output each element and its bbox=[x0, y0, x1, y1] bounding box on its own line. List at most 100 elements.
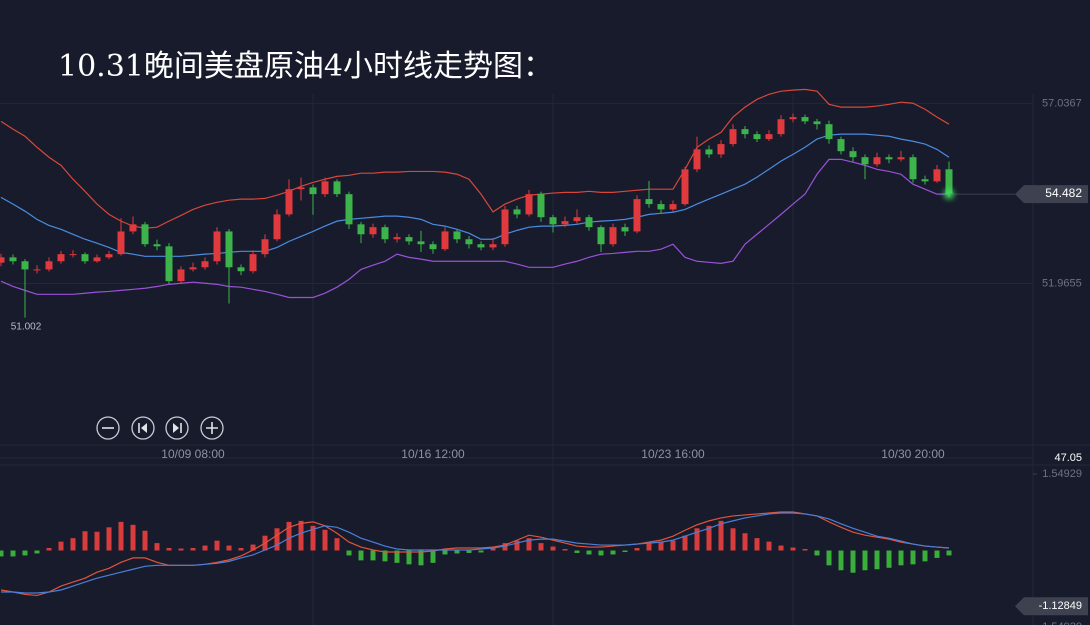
macd-bar bbox=[754, 538, 760, 551]
y-tick-label: 51.9655 bbox=[1042, 277, 1082, 289]
macd-bar bbox=[466, 550, 472, 553]
macd-bar bbox=[886, 550, 892, 568]
macd-bar bbox=[226, 545, 232, 551]
candle-body bbox=[609, 227, 617, 245]
band-line bbox=[0, 88, 950, 229]
macd-bar bbox=[322, 529, 328, 551]
x-tick-label: 10/09 08:00 bbox=[161, 447, 225, 461]
macd-bar bbox=[574, 550, 580, 553]
macd-bar bbox=[358, 550, 364, 561]
candle-body bbox=[597, 227, 605, 245]
candle-body bbox=[93, 257, 101, 262]
candle-body bbox=[897, 157, 905, 160]
candle-body bbox=[309, 187, 317, 195]
candle-body bbox=[213, 231, 221, 262]
candle-body bbox=[477, 244, 485, 248]
last-price-label: 54.482 bbox=[1045, 186, 1082, 200]
candle-body bbox=[813, 121, 821, 125]
candle-body bbox=[441, 231, 449, 250]
candle-body bbox=[729, 129, 737, 145]
candle-body bbox=[585, 217, 593, 228]
value-box bbox=[1015, 597, 1088, 616]
candle-body bbox=[513, 209, 521, 215]
macd-bar bbox=[862, 550, 868, 571]
macd-bar bbox=[214, 540, 220, 551]
candle-body bbox=[81, 254, 89, 262]
candle-body bbox=[261, 239, 269, 255]
candle-body bbox=[825, 124, 833, 140]
macd-bar bbox=[766, 541, 772, 551]
candle-body bbox=[933, 169, 941, 182]
macd-bar bbox=[922, 550, 928, 562]
macd-bar bbox=[946, 550, 952, 556]
candle-body bbox=[321, 181, 329, 195]
macd-bar bbox=[826, 550, 832, 566]
macd-bar bbox=[526, 538, 532, 551]
candle-body bbox=[549, 217, 557, 225]
candle-body bbox=[393, 237, 401, 240]
macd-bar bbox=[202, 545, 208, 551]
value-box bbox=[1015, 185, 1088, 204]
macd-bar bbox=[538, 543, 544, 551]
previous-button[interactable] bbox=[131, 416, 155, 440]
candle-body bbox=[273, 214, 281, 240]
y-tick-label: 47.05 bbox=[1054, 452, 1082, 464]
macd-bar bbox=[910, 550, 916, 565]
macd-bar bbox=[0, 550, 4, 557]
macd-bar bbox=[898, 550, 904, 566]
candle-body bbox=[861, 157, 869, 165]
candle-body bbox=[21, 261, 29, 270]
candle-body bbox=[405, 237, 413, 242]
candle-body bbox=[33, 269, 41, 271]
y-tick-label: 57.0367 bbox=[1042, 97, 1082, 109]
macd-bar bbox=[562, 549, 568, 551]
y-tick-label: -1.12849 bbox=[1039, 600, 1082, 612]
macd-bar bbox=[802, 549, 808, 551]
candle-body bbox=[429, 244, 437, 250]
candle-body bbox=[657, 204, 665, 210]
macd-bar bbox=[934, 550, 940, 558]
macd-bar bbox=[718, 520, 724, 551]
macd-bar bbox=[118, 521, 124, 551]
zoom-out-button[interactable] bbox=[96, 416, 120, 440]
candle-body bbox=[501, 209, 509, 245]
candle-body bbox=[573, 217, 581, 222]
candle-body bbox=[0, 257, 5, 263]
candle-body bbox=[105, 254, 113, 258]
candle-body bbox=[189, 267, 197, 270]
candle-body bbox=[381, 227, 389, 240]
macd-bar bbox=[814, 550, 820, 556]
macd-bar bbox=[250, 544, 256, 551]
next-button[interactable] bbox=[165, 416, 189, 440]
zoom-in-button[interactable] bbox=[200, 416, 224, 440]
candle-body bbox=[789, 117, 797, 120]
candle-body bbox=[537, 194, 545, 218]
macd-bar bbox=[178, 548, 184, 551]
candle-body bbox=[633, 199, 641, 232]
macd-bar bbox=[610, 550, 616, 555]
macd-bar bbox=[442, 550, 448, 555]
panel-dividers bbox=[0, 94, 1090, 625]
macd-bar bbox=[22, 550, 28, 556]
candle-body bbox=[801, 117, 809, 122]
macd-bar bbox=[694, 528, 700, 551]
macd-bar bbox=[238, 548, 244, 551]
candle-body bbox=[369, 227, 377, 235]
macd-bar bbox=[454, 550, 460, 554]
candle-body bbox=[909, 157, 917, 180]
candle-body bbox=[285, 189, 293, 215]
y-tick-label: -1.54929 bbox=[1039, 621, 1082, 625]
macd-bar bbox=[154, 543, 160, 551]
macd-bar bbox=[430, 550, 436, 563]
macd-line bbox=[1, 512, 950, 594]
macd-bar bbox=[502, 543, 508, 551]
candle-body bbox=[669, 204, 677, 210]
macd-bar bbox=[46, 548, 52, 551]
candle-body bbox=[153, 244, 161, 247]
macd-bar bbox=[334, 538, 340, 551]
candle-body bbox=[357, 224, 365, 235]
macd-bar bbox=[406, 550, 412, 565]
macd-bar bbox=[586, 550, 592, 555]
macd-bar bbox=[346, 550, 352, 556]
